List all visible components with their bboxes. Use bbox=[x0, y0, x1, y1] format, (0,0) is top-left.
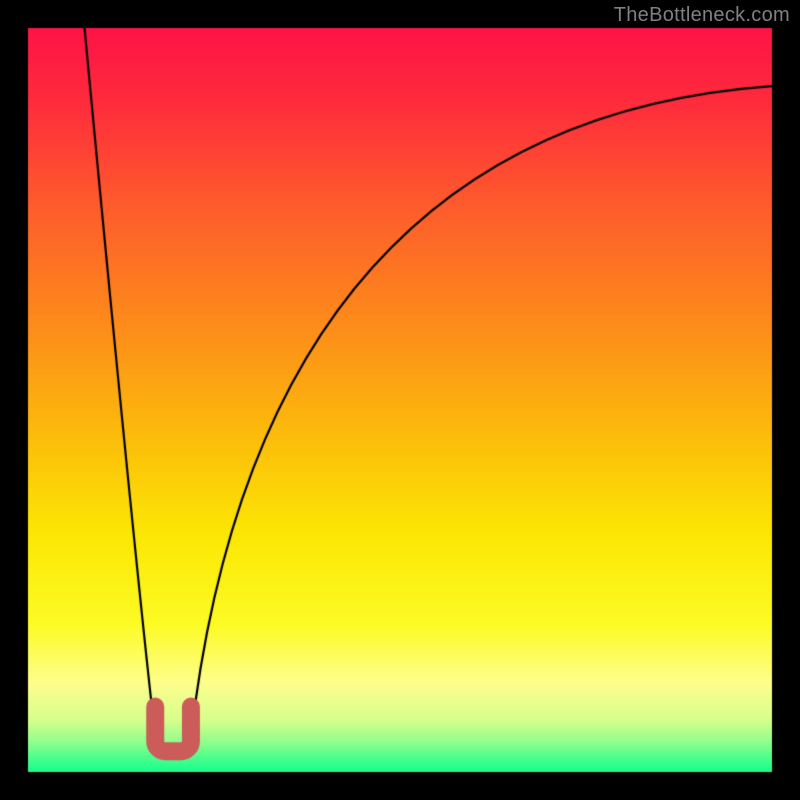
watermark-text: TheBottleneck.com bbox=[614, 4, 790, 27]
chart-container: TheBottleneck.com bbox=[0, 0, 800, 800]
bottleneck-chart-canvas bbox=[0, 0, 800, 800]
